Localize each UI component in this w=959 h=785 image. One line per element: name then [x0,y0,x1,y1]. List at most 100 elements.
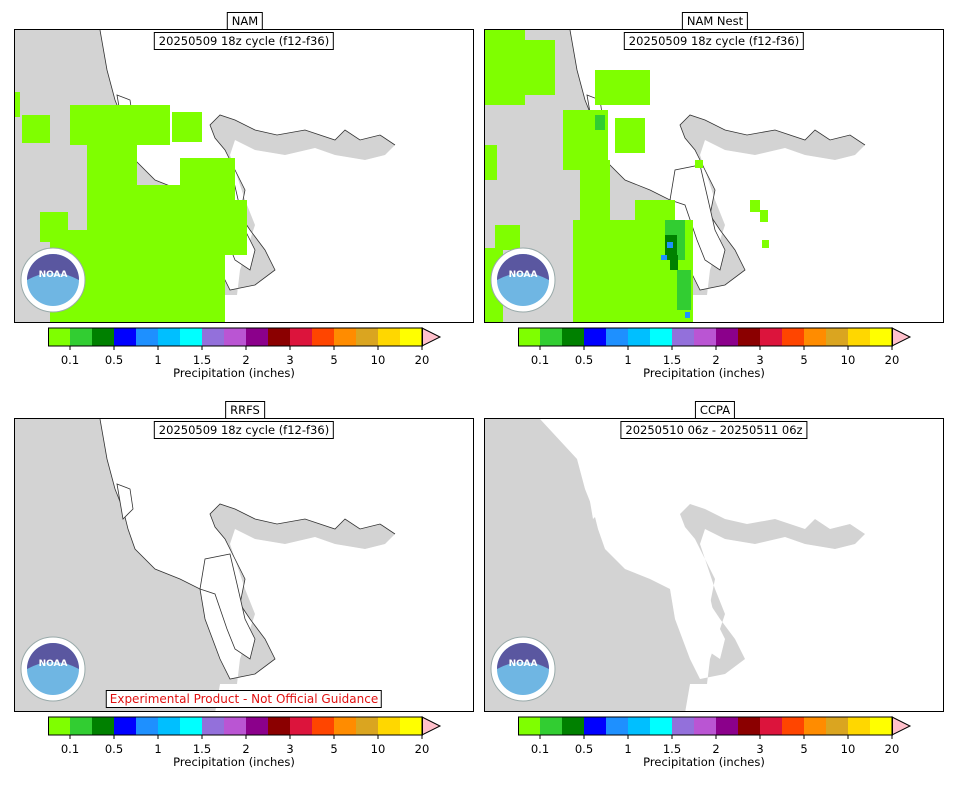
colorbar-swatch [848,717,870,735]
colorbar-tick-label: 0.1 [530,742,550,756]
colorbar-tick-label: 1 [154,742,162,756]
colorbar-swatch [826,717,848,735]
inlet-outline [116,483,134,520]
colorbar-swatch [202,328,224,346]
colorbar-tick-label: 20 [414,353,430,367]
colorbar-swatch [356,328,378,346]
colorbar-extend-arrow [421,327,442,347]
colorbar-extend-arrow [891,327,912,347]
colorbar-tick-label: 3 [756,353,764,367]
colorbar-swatch [246,717,268,735]
colorbar-tick-label: 1 [154,353,162,367]
precip-map-rrfs [15,419,396,711]
colorbar-swatch [870,328,892,346]
colorbar-swatch [672,328,694,346]
colorbar-swatch [158,717,180,735]
colorbar-swatch [848,328,870,346]
noaa-logo-icon: NOAA [19,635,87,707]
colorbar-swatch [606,717,628,735]
coastline [99,419,396,680]
colorbar-tick-label: 2 [242,353,250,367]
colorbar-label: Precipitation (inches) [643,366,765,380]
colorbar-swatch [804,328,826,346]
colorbar-swatch [584,717,606,735]
colorbar-swatch [136,717,158,735]
colorbar-swatch [540,328,562,346]
colorbar-tick-label: 10 [370,742,386,756]
colorbar-swatch [694,717,716,735]
panel-subtitle: 20250509 18z cycle (f12-f36) [153,32,335,50]
colorbar-tick-label: 10 [840,742,856,756]
colorbar-swatch [356,717,378,735]
colorbar-swatch [562,717,584,735]
colorbar-swatch [584,328,606,346]
colorbar-swatch [760,717,782,735]
panel-title-rrfs: RRFS [225,401,265,419]
colorbar-tick-label: 0.1 [60,742,80,756]
colorbar-swatch [158,328,180,346]
colorbar-label: Precipitation (inches) [173,755,295,769]
colorbar-swatch [224,328,246,346]
colorbar-tick-label: 20 [414,742,430,756]
precip-field [15,92,247,322]
colorbar-swatch [180,328,202,346]
colorbar-swatch [136,328,158,346]
colorbar-swatch [268,717,290,735]
panel-subtitle: 20250510 06z - 20250511 06z [620,421,808,439]
precip-map-nam-nest [485,30,866,322]
colorbar-swatch [92,328,114,346]
panel-subtitle: 20250509 18z cycle (f12-f36) [623,32,805,50]
colorbar-swatch [290,328,312,346]
colorbar-tick-label: 3 [286,353,294,367]
bay-outline [670,554,725,659]
precip-map-ccpa [485,419,865,711]
colorbar-swatch [114,717,136,735]
colorbar-tick-label: 0.1 [530,353,550,367]
colorbar-strip [48,327,442,350]
colorbar-tick-label: 1.5 [662,353,682,367]
colorbar-tick-label: 5 [330,742,338,756]
colorbar-swatch [650,328,672,346]
colorbar-strip [518,327,912,350]
panel-title-nam: NAM [226,12,264,30]
svg-text:NOAA: NOAA [509,270,538,280]
colorbar-swatch [290,717,312,735]
colorbar-tick-label: 3 [286,742,294,756]
bay-outline [199,553,256,660]
precip-field [485,30,769,322]
colorbar-swatch [628,717,650,735]
noaa-logo-icon: NOAA [19,246,87,318]
colorbar-tick-label: 0.5 [574,742,594,756]
colorbar-swatch [48,328,70,346]
colorbar-swatch [518,717,540,735]
colorbar-swatch [70,328,92,346]
colorbar-tick-label: 3 [756,742,764,756]
colorbar-swatch [48,717,70,735]
colorbar-nam: 0.1 0.5 1 1.5 2 3 5 10 20 Precipitation (inches) [48,327,458,380]
panel-title-nam-nest: NAM Nest [681,12,749,30]
colorbar-tick-label: 1.5 [192,742,212,756]
colorbar-swatch [804,717,826,735]
colorbar-swatch [760,328,782,346]
colorbar-tick-label: 2 [242,742,250,756]
colorbar-tick-label: 0.5 [574,353,594,367]
experimental-disclaimer: Experimental Product - Not Official Guid… [105,690,383,708]
panel-subtitle: 20250509 18z cycle (f12-f36) [153,421,335,439]
colorbar-tick-label: 1 [624,353,632,367]
map-panel-rrfs: NOAA 20250509 18z cycle (f12-f36) Experi… [14,418,474,712]
colorbar-swatch [782,328,804,346]
colorbar-swatch [650,717,672,735]
colorbar-swatch [114,328,136,346]
colorbar-tick-label: 20 [884,353,900,367]
colorbar-tick-label: 0.5 [104,742,124,756]
svg-text:NOAA: NOAA [39,659,68,669]
colorbar-swatch [312,717,334,735]
colorbar-tick-label: 10 [370,353,386,367]
colorbar-tick-label: 5 [330,353,338,367]
colorbar-tick-label: 5 [800,742,808,756]
colorbar-swatch [606,328,628,346]
colorbar-swatch [738,328,760,346]
colorbar-swatch [628,328,650,346]
colorbar-tick-label: 0.1 [60,353,80,367]
colorbar-tick-label: 10 [840,353,856,367]
